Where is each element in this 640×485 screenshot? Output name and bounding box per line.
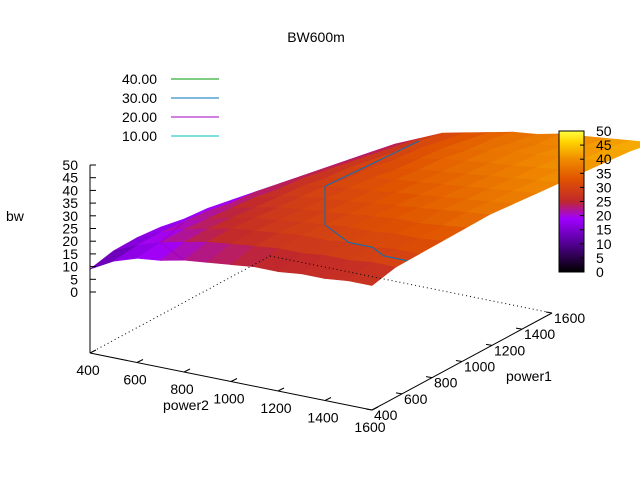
y-tick-label: 1000 (213, 391, 244, 407)
x-tick-mark (515, 327, 523, 330)
x-tick-label: 1200 (494, 342, 525, 358)
colorbar-tick-label: 40 (596, 151, 612, 167)
y-tick-label: 1400 (307, 410, 338, 426)
axis-ticks: 0510152025303540455040060080010001200140… (62, 157, 585, 435)
legend: 40.00 30.00 20.00 10.00 (122, 71, 219, 144)
y-tick-label: 1600 (354, 419, 385, 435)
z-tick-label: 30 (62, 208, 78, 224)
x-tick-label: 800 (434, 375, 458, 391)
legend-label: 40.00 (122, 71, 157, 87)
colorbar-tick-label: 45 (596, 137, 612, 153)
y-tick-mark (136, 359, 144, 363)
x-tick-mark (395, 392, 403, 395)
y-tick-mark (230, 378, 238, 382)
colorbar-tick-label: 35 (596, 165, 612, 181)
z-tick-label: 35 (62, 195, 78, 211)
y-tick-mark (183, 368, 191, 373)
y-tick-mark (324, 397, 332, 401)
legend-label: 30.00 (122, 90, 157, 106)
z-tick-label: 25 (62, 221, 78, 237)
y-axis-label: power2 (163, 397, 209, 413)
y-tick-label: 1200 (260, 400, 291, 416)
z-tick-label: 40 (62, 182, 78, 198)
y-tick-label: 600 (123, 372, 147, 388)
z-axis-label: bw (6, 208, 25, 224)
colorbar-tick-label: 0 (596, 264, 604, 280)
legend-label: 10.00 (122, 128, 157, 144)
y-tick-label: 400 (76, 362, 100, 378)
x-tick-mark (455, 360, 463, 362)
x-tick-mark (365, 408, 373, 411)
colorbar-tick-label: 30 (596, 179, 612, 195)
x-tick-label: 1000 (464, 359, 495, 375)
x-tick-label: 600 (404, 391, 428, 407)
y-tick-mark (277, 387, 285, 392)
colorbar-tick-label: 50 (596, 123, 612, 139)
z-tick-label: 5 (70, 271, 78, 287)
x-tick-label: 400 (374, 407, 398, 423)
x-tick-label: 1400 (524, 326, 555, 342)
surface-patch (347, 262, 397, 286)
contour-line-30.00 (324, 140, 420, 262)
y-tick-label: 800 (170, 381, 194, 397)
z-tick-label: 15 (62, 246, 78, 262)
z-tick-label: 20 (62, 233, 78, 249)
z-tick-label: 10 (62, 259, 78, 275)
colorbar-tick-label: 10 (596, 236, 612, 252)
colorbar-tick-label: 25 (596, 194, 612, 210)
z-tick-label: 0 (70, 284, 78, 300)
colorbar-tick-label: 5 (596, 250, 604, 266)
colorbar-tick-label: 20 (596, 208, 612, 224)
surface (89, 131, 640, 286)
x-axis-label: power1 (506, 368, 552, 384)
legend-label: 20.00 (122, 109, 157, 125)
x-tick-mark (485, 343, 493, 346)
back-axis-line (89, 255, 271, 354)
colorbar-tick-label: 15 (596, 222, 612, 238)
y-tick-mark (371, 406, 379, 411)
z-tick-label: 50 (62, 157, 78, 173)
x-tick-mark (545, 311, 553, 314)
x-tick-label: 1600 (554, 310, 585, 326)
chart-title: BW600m (287, 29, 345, 45)
contour-line-20.00 (159, 221, 185, 261)
x-tick-mark (425, 376, 433, 379)
y-tick-mark (89, 349, 97, 354)
z-tick-label: 45 (62, 170, 78, 186)
